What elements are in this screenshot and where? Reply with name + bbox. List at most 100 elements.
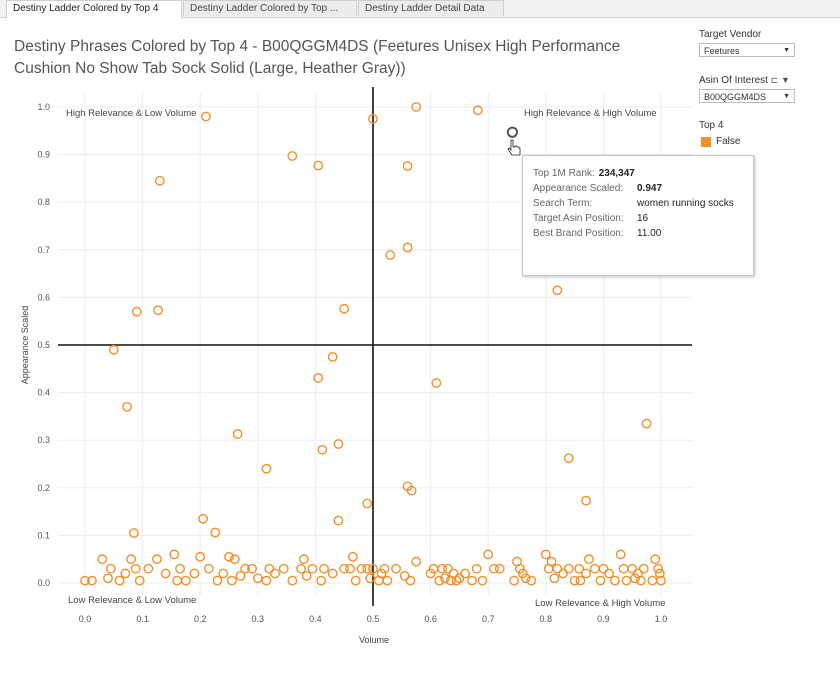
- data-point[interactable]: [376, 568, 387, 579]
- data-point[interactable]: [526, 575, 537, 586]
- data-point[interactable]: [154, 175, 165, 186]
- data-point[interactable]: [514, 563, 525, 574]
- data-point[interactable]: [382, 575, 393, 586]
- data-point[interactable]: [356, 563, 367, 574]
- data-point[interactable]: [247, 563, 257, 574]
- data-point[interactable]: [143, 563, 154, 574]
- data-point[interactable]: [563, 453, 574, 464]
- data-point[interactable]: [195, 551, 206, 562]
- data-point[interactable]: [509, 575, 520, 586]
- data-point[interactable]: [87, 575, 97, 586]
- data-point[interactable]: [411, 556, 422, 567]
- data-point[interactable]: [103, 573, 113, 584]
- data-point[interactable]: [399, 570, 410, 581]
- data-point[interactable]: [630, 573, 640, 584]
- data-point[interactable]: [391, 563, 401, 574]
- data-point[interactable]: [472, 105, 483, 116]
- target-vendor-dropdown[interactable]: Feetures ▼: [699, 43, 795, 57]
- data-point[interactable]: [440, 573, 450, 584]
- data-point[interactable]: [425, 568, 436, 579]
- data-point[interactable]: [362, 498, 373, 509]
- data-point[interactable]: [114, 575, 125, 586]
- data-point[interactable]: [316, 575, 327, 586]
- data-point[interactable]: [153, 305, 164, 316]
- data-point[interactable]: [152, 554, 162, 565]
- data-point[interactable]: [339, 303, 350, 314]
- data-point[interactable]: [552, 563, 563, 574]
- data-point[interactable]: [122, 401, 132, 412]
- data-point[interactable]: [333, 515, 344, 526]
- legend-item-label[interactable]: False: [716, 136, 741, 147]
- data-point[interactable]: [546, 556, 557, 567]
- data-point[interactable]: [210, 527, 221, 538]
- data-point[interactable]: [307, 563, 318, 574]
- data-point[interactable]: [581, 495, 592, 506]
- data-point[interactable]: [520, 573, 531, 584]
- data-point[interactable]: [584, 554, 594, 565]
- data-point[interactable]: [402, 161, 413, 171]
- data-point[interactable]: [201, 111, 211, 122]
- data-point[interactable]: [656, 575, 666, 586]
- data-point[interactable]: [406, 485, 417, 496]
- data-point[interactable]: [130, 563, 141, 574]
- data-point[interactable]: [483, 549, 494, 560]
- data-point[interactable]: [339, 563, 350, 574]
- data-point[interactable]: [615, 549, 626, 560]
- data-point[interactable]: [301, 570, 312, 581]
- data-point[interactable]: [198, 513, 208, 524]
- tab-destiny-ladder-top4[interactable]: Destiny Ladder Colored by Top 4: [6, 0, 182, 18]
- data-point[interactable]: [327, 351, 338, 362]
- data-point[interactable]: [595, 575, 606, 586]
- data-point[interactable]: [610, 575, 620, 586]
- highlighted-data-point[interactable]: [506, 126, 518, 138]
- data-point[interactable]: [261, 463, 272, 474]
- data-point[interactable]: [229, 554, 240, 565]
- data-point[interactable]: [451, 575, 462, 586]
- data-point[interactable]: [411, 102, 422, 112]
- data-point[interactable]: [270, 568, 280, 579]
- data-point[interactable]: [552, 285, 563, 296]
- data-point[interactable]: [604, 568, 615, 579]
- data-point[interactable]: [350, 575, 361, 586]
- data-point[interactable]: [313, 160, 324, 171]
- data-point[interactable]: [558, 568, 568, 579]
- data-point[interactable]: [212, 575, 223, 586]
- data-point[interactable]: [569, 575, 580, 586]
- data-point[interactable]: [264, 563, 275, 574]
- data-point[interactable]: [368, 563, 378, 574]
- data-point[interactable]: [653, 563, 664, 574]
- data-point[interactable]: [365, 573, 376, 584]
- data-point[interactable]: [489, 563, 499, 574]
- data-point[interactable]: [172, 575, 183, 586]
- data-point[interactable]: [278, 563, 289, 574]
- data-point[interactable]: [362, 563, 373, 574]
- data-point[interactable]: [134, 575, 145, 586]
- tab-detail-data[interactable]: Destiny Ladder Detail Data: [358, 0, 504, 16]
- data-point[interactable]: [160, 568, 171, 579]
- data-point[interactable]: [120, 568, 131, 579]
- data-point[interactable]: [494, 563, 505, 574]
- data-point[interactable]: [598, 563, 609, 574]
- data-point[interactable]: [460, 568, 471, 579]
- data-point[interactable]: [327, 568, 338, 579]
- data-point[interactable]: [467, 575, 477, 586]
- data-point[interactable]: [437, 563, 448, 574]
- data-point[interactable]: [385, 250, 396, 260]
- data-point[interactable]: [638, 563, 649, 574]
- filter-icon[interactable]: ⊏: [770, 75, 779, 85]
- data-point[interactable]: [563, 563, 574, 574]
- data-point[interactable]: [313, 372, 324, 383]
- data-point[interactable]: [131, 306, 142, 317]
- data-point[interactable]: [434, 575, 445, 586]
- chevron-down-icon[interactable]: ▼: [781, 75, 790, 85]
- data-point[interactable]: [454, 573, 465, 584]
- data-point[interactable]: [647, 575, 658, 586]
- data-point[interactable]: [298, 554, 309, 565]
- data-point[interactable]: [224, 551, 234, 562]
- data-point[interactable]: [287, 151, 298, 161]
- data-point[interactable]: [575, 575, 586, 586]
- data-point[interactable]: [635, 575, 646, 586]
- data-point[interactable]: [226, 575, 237, 586]
- data-point[interactable]: [106, 563, 116, 574]
